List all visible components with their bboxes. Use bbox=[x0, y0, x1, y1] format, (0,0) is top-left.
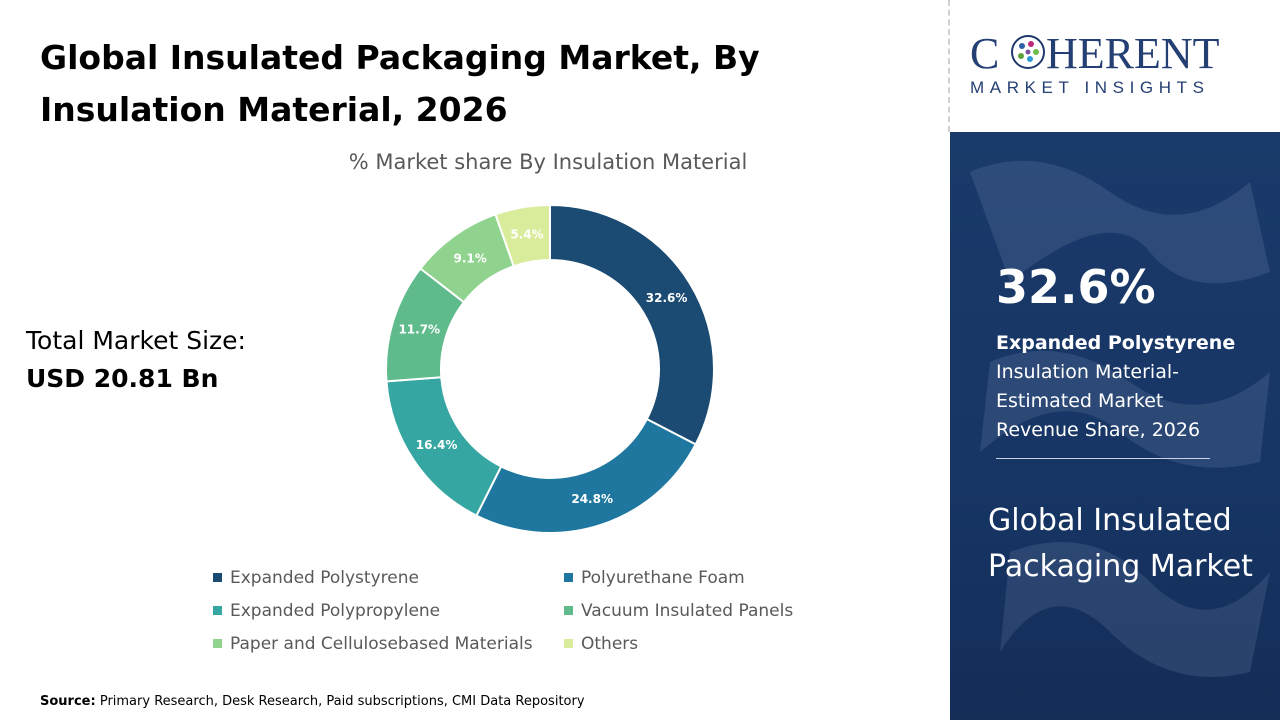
legend-item: Polyurethane Foam bbox=[564, 566, 854, 589]
globe-icon bbox=[1011, 35, 1045, 69]
brand-name-text: C bbox=[970, 30, 999, 78]
legend-item: Others bbox=[564, 632, 854, 655]
highlight-panel: 32.6% Expanded Polystyrene Insulation Ma… bbox=[950, 132, 1280, 720]
donut-chart: 32.6% 24.8% 16.4% 11.7% 9.1% 5.4% bbox=[385, 203, 715, 534]
legend-label: Others bbox=[581, 633, 639, 654]
legend-item: Paper and Cellulosebased Materials bbox=[213, 632, 564, 655]
brand-logo: C HERENT MARKET INSIGHTS bbox=[970, 30, 1220, 97]
highlight-description: Insulation Material-Estimated Market Rev… bbox=[996, 361, 1201, 441]
legend-item: Expanded Polypropylene bbox=[213, 599, 564, 622]
slice-data-label: 16.4% bbox=[416, 438, 458, 452]
slice-data-label: 9.1% bbox=[453, 251, 486, 265]
brand-tagline: MARKET INSIGHTS bbox=[970, 78, 1210, 97]
chart-legend: Expanded Polystyrene Polyurethane Foam Exp… bbox=[213, 566, 853, 655]
slice-data-label: 5.4% bbox=[510, 227, 543, 241]
legend-swatch bbox=[564, 573, 573, 582]
donut-slice bbox=[494, 203, 551, 268]
legend-label: Expanded Polypropylene bbox=[230, 600, 441, 621]
legend-swatch bbox=[213, 639, 222, 648]
market-size-value: USD 20.81 Bn bbox=[26, 364, 219, 393]
highlight-value: 32.6% bbox=[996, 260, 1156, 314]
header-divider bbox=[948, 0, 952, 132]
highlight-segment: Expanded Polystyrene bbox=[996, 332, 1236, 354]
panel-market-name: Global Insulated Packaging Market bbox=[988, 503, 1253, 584]
market-size-label: Total Market Size: bbox=[26, 326, 246, 355]
legend-label: Vacuum Insulated Panels bbox=[581, 600, 794, 621]
legend-swatch bbox=[564, 606, 573, 615]
slice-data-label: 24.8% bbox=[571, 492, 613, 506]
legend-label: Polyurethane Foam bbox=[581, 567, 745, 588]
panel-divider bbox=[996, 458, 1210, 459]
chart-title: % Market share By Insulation Material bbox=[348, 150, 748, 174]
legend-item: Expanded Polystyrene bbox=[213, 566, 564, 589]
source-label: Source: bbox=[40, 694, 96, 709]
legend-swatch bbox=[564, 639, 573, 648]
chart-area: Global Insulated Packaging Market, By In… bbox=[26, 38, 853, 709]
legend-swatch bbox=[213, 573, 222, 582]
brand-logo-area: C HERENT MARKET INSIGHTS bbox=[950, 0, 1280, 132]
source-note: Source: Primary Research, Desk Research,… bbox=[40, 694, 585, 709]
legend-label: Expanded Polystyrene bbox=[230, 567, 419, 588]
world-map-decoration bbox=[970, 160, 1270, 677]
source-text: Primary Research, Desk Research, Paid su… bbox=[99, 694, 585, 709]
legend-swatch bbox=[213, 606, 222, 615]
legend-item: Vacuum Insulated Panels bbox=[564, 599, 854, 622]
donut-slice bbox=[549, 203, 715, 446]
donut-slice bbox=[475, 417, 698, 534]
slice-data-label: 11.7% bbox=[398, 323, 440, 337]
page-title: Global Insulated Packaging Market, By In… bbox=[40, 38, 760, 129]
slice-data-label: 32.6% bbox=[646, 291, 688, 305]
market-size-block: Total Market Size: USD 20.81 Bn bbox=[26, 322, 246, 398]
legend-label: Paper and Cellulosebased Materials bbox=[230, 633, 533, 654]
brand-name-rest: HERENT bbox=[1046, 30, 1220, 78]
